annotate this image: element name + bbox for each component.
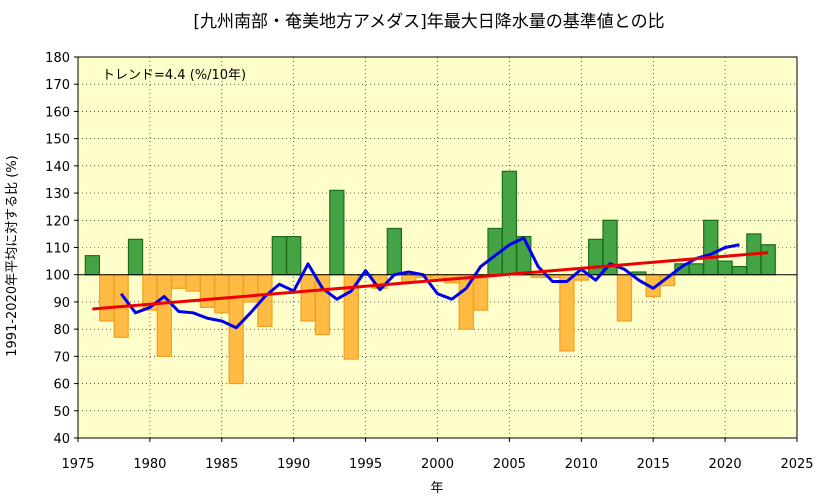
bar-1992 [314, 274, 331, 336]
x-axis: 1975 1980 1985 1990 1995 2000 2005 2010 2015 2020… [61, 438, 814, 472]
bar-2006 [516, 236, 532, 276]
y-tick-label-80: 80 [53, 323, 70, 338]
x-tick-label-1975: 1975 [61, 457, 94, 472]
x-tick-label-2025: 2025 [780, 457, 813, 472]
moving-average-line [119, 236, 740, 330]
plot-area [78, 57, 797, 438]
y-axis: 40 50 60 70 80 90 100 110 120 130 140 150 160 170 180 [45, 51, 78, 447]
bar-1990 [286, 236, 302, 276]
x-tick-label-1990: 1990 [277, 457, 310, 472]
bar-1982 [171, 274, 187, 289]
y-tick-label-120: 120 [45, 214, 70, 229]
bar-2011 [588, 238, 604, 276]
y-tick-label-100: 100 [45, 269, 70, 284]
bar-1983 [185, 274, 201, 292]
x-tick-label-2000: 2000 [421, 457, 454, 472]
bar-1977 [99, 274, 115, 322]
y-tick-label-160: 160 [45, 105, 70, 120]
bar-2003 [472, 274, 489, 311]
y-tick-label-40: 40 [53, 432, 70, 447]
bar-2013 [616, 274, 633, 322]
x-tick-label-2005: 2005 [493, 457, 526, 472]
y-tick-label-110: 110 [45, 242, 70, 257]
bar-1989 [271, 236, 287, 276]
y-tick-label-170: 170 [45, 78, 70, 93]
x-tick-label-2010: 2010 [565, 457, 598, 472]
bar-2021 [731, 265, 748, 276]
bar-1984 [199, 274, 216, 308]
bar-2019 [703, 219, 719, 276]
y-tick-label-150: 150 [45, 133, 70, 148]
bar-1979 [127, 238, 144, 276]
bar-1976 [84, 255, 101, 276]
x-tick-label-1985: 1985 [205, 457, 238, 472]
y-tick-label-90: 90 [53, 296, 70, 311]
bar-1981 [156, 274, 172, 357]
x-tick-label-1995: 1995 [349, 457, 382, 472]
y-axis-label: 1991-2020年平均に対する比 (%) [5, 155, 20, 357]
bar-1987 [242, 274, 259, 303]
y-tick-label-130: 130 [45, 187, 70, 202]
x-tick-label-2015: 2015 [637, 457, 670, 472]
bar-2009 [559, 274, 575, 352]
x-tick-label-1980: 1980 [133, 457, 166, 472]
bar-2005 [501, 170, 518, 276]
bar-1991 [300, 274, 316, 322]
x-axis-label: 年 [430, 481, 443, 496]
trend-line [92, 251, 769, 311]
bar-2020 [717, 260, 733, 276]
trend-annotation: トレンド=4.4 (%/10年) [102, 68, 246, 83]
bar-1997 [386, 227, 403, 276]
bar-1993 [329, 189, 345, 276]
bar-2010 [573, 274, 589, 281]
x-tick-label-2020: 2020 [709, 457, 742, 472]
y-tick-label-140: 140 [45, 160, 70, 175]
bar-1985 [214, 274, 230, 314]
chart-title: [九州南部・奄美地方アメダス]年最大日降水量の基準値との比 [193, 12, 664, 32]
bar-2018 [688, 263, 704, 276]
bar-2023 [760, 244, 776, 276]
y-tick-label-50: 50 [53, 405, 70, 420]
y-tick-label-180: 180 [45, 51, 70, 66]
y-tick-label-60: 60 [53, 378, 70, 393]
y-tick-label-70: 70 [53, 350, 70, 365]
